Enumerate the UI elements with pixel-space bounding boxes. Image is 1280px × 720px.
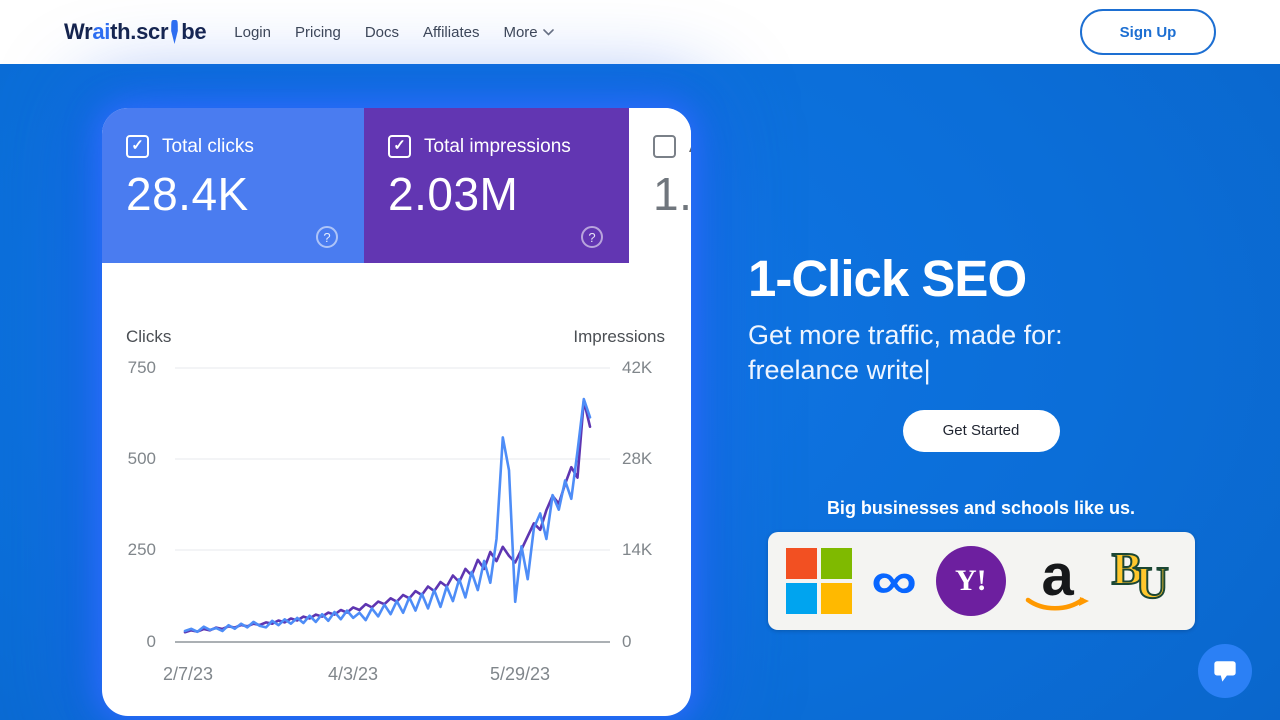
y-tick: 500 xyxy=(127,449,156,468)
x-tick: 4/3/23 xyxy=(327,664,379,684)
social-proof-text: Big businesses and schools like us. xyxy=(826,497,1136,518)
y-tick: 0 xyxy=(146,632,156,651)
microsoft-logo xyxy=(786,547,853,614)
total-impressions-value: 2.03M xyxy=(388,168,519,220)
logo-text: th.scr xyxy=(110,19,169,44)
sign-up-button[interactable]: Sign Up xyxy=(1080,9,1216,55)
navbar: Wr ai th.scr be Login Pricing Docs Affilia… xyxy=(0,0,1280,64)
amazon-logo: a xyxy=(1025,546,1091,614)
yahoo-logo: Y! xyxy=(935,545,1006,616)
microsoft-logo-square xyxy=(821,582,853,614)
chevron-down-icon xyxy=(542,28,554,36)
hero-copy: 1-Click SEO Get more traffic, made for: … xyxy=(748,252,1214,630)
microsoft-logo-square xyxy=(786,547,818,579)
nav-item-more[interactable]: More xyxy=(503,24,554,41)
tile-label: Total clicks xyxy=(162,135,254,157)
partial-metric-tile[interactable]: A 1. xyxy=(629,108,691,263)
logo-text: be xyxy=(181,19,207,44)
meta-logo: ∞ xyxy=(871,549,917,611)
y-tick: 28K xyxy=(622,449,653,468)
right-axis-title: Impressions xyxy=(573,327,665,346)
typed-text: freelance write xyxy=(748,354,924,385)
hero-subtitle: Get more traffic, made for: freelance wr… xyxy=(748,319,1063,385)
typing-cursor: | xyxy=(923,354,931,385)
search-console-card: ✓ Total clicks 28.4K ? ✓ Total impressio… xyxy=(102,108,691,716)
customer-logo-strip: ∞ Y! a B U xyxy=(767,531,1195,630)
metric-tiles: ✓ Total clicks 28.4K ? ✓ Total impressio… xyxy=(102,108,691,263)
page-title: 1-Click SEO xyxy=(748,250,1027,307)
nav-item-affiliates[interactable]: Affiliates xyxy=(423,23,480,41)
partial-metric-value: 1. xyxy=(653,168,691,220)
baylor-logo: B U xyxy=(1111,542,1170,608)
nav-item-login[interactable]: Login xyxy=(234,23,271,41)
x-tick: 5/29/23 xyxy=(489,664,551,684)
y-tick: 0 xyxy=(622,632,632,651)
logo-text-accent: ai xyxy=(92,19,111,44)
checkbox-unchecked-icon[interactable] xyxy=(653,135,676,158)
y-tick: 750 xyxy=(127,358,156,377)
pen-icon xyxy=(171,20,179,44)
brand-logo[interactable]: Wr ai th.scr be xyxy=(64,19,207,45)
tile-label: Total impressions xyxy=(424,135,571,157)
chat-widget-button[interactable] xyxy=(1198,644,1252,698)
logo-text: Wr xyxy=(64,19,93,44)
get-started-button[interactable]: Get Started xyxy=(902,409,1060,452)
microsoft-logo-square xyxy=(786,582,818,614)
y-tick: 14K xyxy=(622,540,653,559)
y-tick: 42K xyxy=(622,358,653,377)
tile-label-partial: A xyxy=(689,136,691,158)
microsoft-logo-square xyxy=(821,547,853,579)
amazon-smile-icon xyxy=(1025,596,1089,611)
traffic-chart xyxy=(175,367,610,643)
total-impressions-tile[interactable]: ✓ Total impressions 2.03M ? xyxy=(364,108,629,263)
checkbox-checked-icon[interactable]: ✓ xyxy=(388,135,411,158)
chat-bubble-icon xyxy=(1214,661,1236,682)
left-axis-title: Clicks xyxy=(126,327,172,346)
y-tick: 250 xyxy=(127,540,156,559)
nav-links: Login Pricing Docs Affiliates More xyxy=(234,23,554,41)
total-clicks-tile[interactable]: ✓ Total clicks 28.4K ? xyxy=(102,108,364,263)
total-clicks-value: 28.4K xyxy=(126,168,249,220)
hero-section: ✓ Total clicks 28.4K ? ✓ Total impressio… xyxy=(0,64,1280,720)
nav-item-pricing[interactable]: Pricing xyxy=(294,23,341,41)
help-icon[interactable]: ? xyxy=(581,226,603,248)
checkbox-checked-icon[interactable]: ✓ xyxy=(126,135,149,158)
help-icon[interactable]: ? xyxy=(316,226,338,248)
nav-item-docs[interactable]: Docs xyxy=(364,23,400,41)
x-tick: 2/7/23 xyxy=(162,664,214,684)
